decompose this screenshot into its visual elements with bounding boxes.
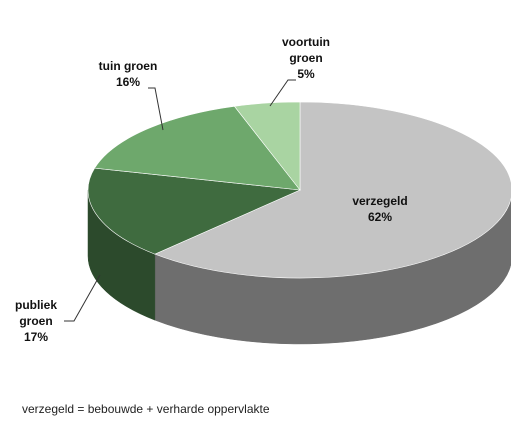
pie-slice xyxy=(233,101,301,191)
leader-line xyxy=(148,87,164,131)
category-label: tuin groen xyxy=(98,59,158,73)
value-label: 17% xyxy=(23,330,49,344)
category-label: verzegeld xyxy=(352,194,408,208)
slice-label: verzegeld 62% xyxy=(340,193,420,225)
pie-slice xyxy=(87,167,302,255)
value-label: 16% xyxy=(115,75,141,89)
leader-lines xyxy=(64,79,296,322)
leader-line xyxy=(269,79,296,107)
leader-line xyxy=(64,274,101,322)
pie-slice xyxy=(94,105,301,191)
pie-tops xyxy=(87,101,511,279)
value-label: 62% xyxy=(367,210,393,224)
value-label: 5% xyxy=(297,67,315,81)
slice-label: tuin groen 16% xyxy=(78,58,178,90)
slice-label: voortuin groen 5% xyxy=(274,34,338,82)
slice-label: publiek groen 17% xyxy=(6,297,66,345)
category-label: voortuin groen xyxy=(282,35,330,65)
footnote: verzegeld = bebouwde + verharde oppervla… xyxy=(22,402,270,416)
pie-slice xyxy=(154,101,511,279)
category-label: publiek groen xyxy=(14,298,57,328)
